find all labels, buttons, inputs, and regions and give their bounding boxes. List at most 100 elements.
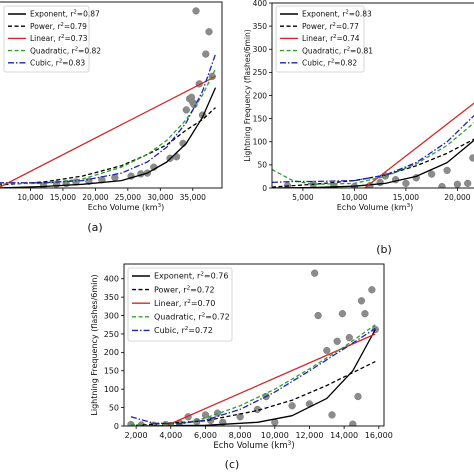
legend-box — [275, 5, 365, 73]
x-tick-label: 30,000 — [147, 193, 173, 202]
x-tick-label: 25,000 — [115, 193, 141, 202]
panel-c: 2,000 4,000 6,000 8,000 10,000 12,000 14,000 16… — [90, 263, 393, 471]
x-tick-label: 15,000 — [393, 193, 419, 202]
legend-label: Cubic, r2=0.72 — [154, 326, 213, 335]
plot-area — [272, 102, 474, 188]
x-tick-label: 16,000 — [365, 431, 393, 440]
fit-line-cubic — [272, 114, 474, 184]
x-tick-label: 2,000 — [125, 431, 148, 440]
x-tick-label: 15,000 — [50, 193, 76, 202]
panel-label: (a) — [87, 221, 102, 234]
fit-line-exponent — [0, 87, 217, 188]
y-tick-label: 300 — [253, 45, 268, 54]
data-point — [368, 286, 376, 294]
data-point — [438, 182, 446, 188]
x-tick-label: 35,000 — [180, 193, 206, 202]
data-point — [72, 178, 80, 186]
y-axis-label: Lightning Frequency (flashes/6min) — [243, 29, 252, 161]
legend-label: Exponent, r2=0.87 — [30, 10, 100, 19]
axes-frame — [0, 1, 223, 189]
x-tick-label: 10,000 — [17, 193, 43, 202]
y-tick-label: 150 — [253, 114, 268, 123]
data-point — [469, 154, 474, 162]
data-point — [464, 179, 472, 188]
legend: Exponent, r2=0.76 Power, r2=0.72 Linear, r… — [127, 267, 233, 342]
data-point — [376, 178, 384, 187]
data-point — [201, 411, 210, 419]
legend-label: Cubic, r2=0.83 — [30, 59, 85, 68]
fit-line-linear — [165, 333, 376, 426]
legend-label: Exponent, r2=0.76 — [154, 272, 228, 281]
legend-label: Exponent, r2=0.83 — [302, 10, 372, 19]
data-point — [314, 311, 322, 320]
x-tick-label: 5,000 — [292, 193, 314, 202]
x-axis-label: Echo Volume (km3) — [337, 203, 414, 212]
data-point — [349, 420, 357, 426]
y-tick-label: 250 — [104, 330, 119, 339]
y-tick-label: 350 — [104, 293, 119, 302]
fit-line-exponent — [136, 329, 376, 426]
fit-line-power — [136, 361, 376, 426]
data-point — [443, 166, 451, 175]
data-point — [205, 28, 213, 36]
fit-line-quadratic — [272, 122, 474, 185]
data-point — [333, 337, 341, 345]
data-point — [288, 402, 296, 410]
x-axis-label: Echo Volume (km3) — [213, 440, 294, 452]
legend-label: Linear, r2=0.70 — [154, 299, 215, 308]
x-tick-label: 10,000 — [261, 431, 289, 440]
y-tick-label: 150 — [104, 367, 119, 376]
fit-line-quadratic — [0, 68, 217, 185]
legend-label: Quadratic, r2=0.82 — [30, 46, 101, 55]
panel-label: (b) — [376, 243, 392, 256]
x-tick-label: 10,000 — [341, 193, 367, 202]
x-axis-label: Echo Volume (km3) — [88, 203, 165, 212]
x-tick-label: 8,000 — [229, 431, 252, 440]
data-point — [354, 392, 362, 401]
legend-label: Quadratic, r2=0.72 — [154, 313, 230, 322]
legend: Exponent, r2=0.83 Power, r2=0.77 Linear, r… — [275, 5, 373, 73]
y-tick-label: 0 — [114, 422, 119, 431]
legend-label: Cubic, r2=0.82 — [302, 59, 357, 68]
data-point — [202, 50, 210, 58]
axes-frame — [123, 263, 385, 427]
fit-line-cubic — [130, 327, 376, 425]
fit-line-cubic — [0, 53, 217, 184]
fit-line-linear — [0, 75, 216, 188]
y-axis-label: Lightning Frequency (flashes/6min) — [90, 274, 99, 415]
data-point — [428, 170, 436, 178]
data-point — [361, 310, 369, 318]
fit-line-power — [0, 107, 216, 186]
legend-label: Quadratic, r2=0.81 — [302, 46, 373, 55]
x-tick-label: 6,000 — [194, 431, 217, 440]
data-point — [182, 106, 190, 114]
data-point — [345, 333, 353, 342]
data-point — [311, 269, 319, 277]
x-tick-label: 12,000 — [295, 431, 323, 440]
y-tick-label: 100 — [253, 138, 268, 147]
data-point — [402, 179, 410, 188]
legend-box — [3, 5, 90, 73]
data-point — [338, 310, 347, 318]
plot-area — [0, 7, 217, 188]
data-point — [323, 346, 331, 355]
data-point — [453, 180, 462, 188]
legend-label: Linear, r2=0.73 — [30, 34, 88, 43]
x-tick-label: 14,000 — [330, 431, 358, 440]
y-tick-label: 200 — [104, 348, 119, 357]
y-tick-label: 50 — [109, 403, 119, 412]
legend: Exponent, r2=0.87 Power, r2=0.79 Linear, r… — [3, 5, 101, 73]
fit-line-linear — [364, 102, 474, 188]
legend-label: Power, r2=0.79 — [30, 22, 87, 31]
y-tick-label: 0 — [262, 184, 267, 193]
y-tick-label: 300 — [104, 311, 119, 320]
panel-label: (c) — [225, 458, 240, 471]
fit-line-quadratic — [130, 324, 376, 426]
legend-label: Power, r2=0.72 — [154, 285, 215, 294]
x-tick-label: 20,000 — [82, 193, 108, 202]
legend-box — [127, 267, 233, 342]
panel-a: 10,000 15,000 20,000 25,000 30,000 35,000 Echo… — [0, 1, 223, 234]
y-tick-label: 250 — [253, 68, 268, 77]
x-tick-label: 4,000 — [159, 431, 182, 440]
